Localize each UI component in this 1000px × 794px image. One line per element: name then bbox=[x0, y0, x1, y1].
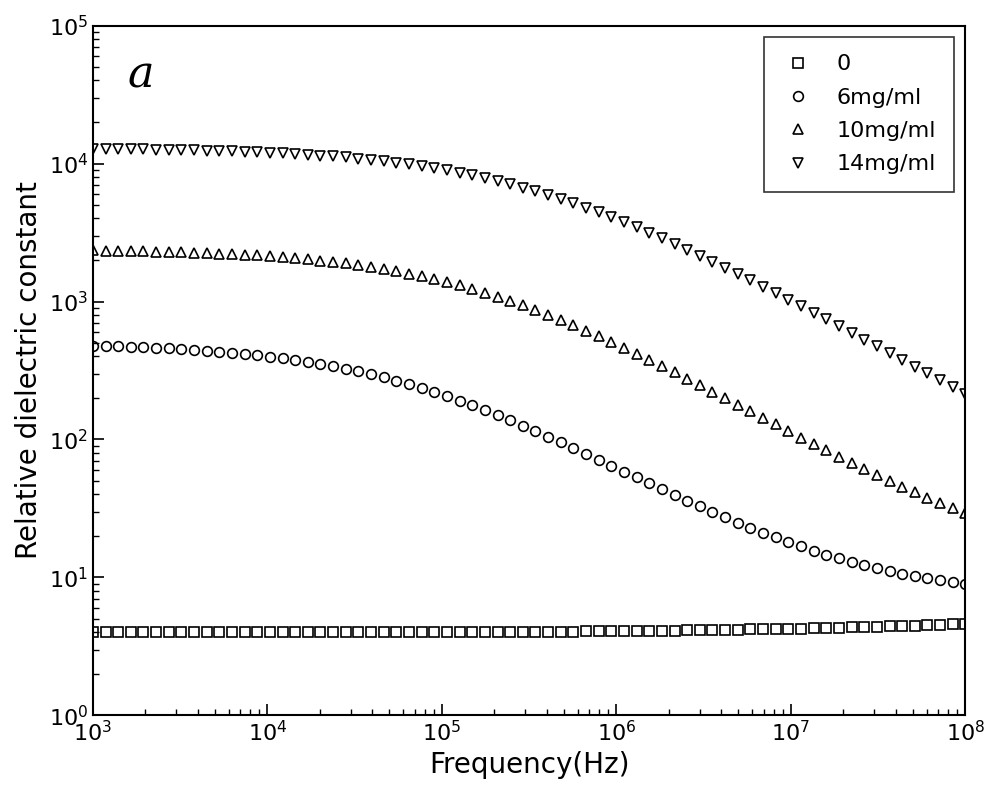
10mg/ml bbox=[959, 508, 971, 518]
0 bbox=[820, 623, 832, 633]
10mg/ml bbox=[314, 256, 326, 265]
14mg/ml bbox=[289, 149, 301, 159]
Text: a: a bbox=[128, 53, 154, 96]
6mg/ml bbox=[833, 553, 845, 563]
10mg/ml bbox=[352, 260, 364, 270]
0 bbox=[289, 627, 301, 637]
10mg/ml bbox=[289, 253, 301, 263]
0 bbox=[959, 619, 971, 629]
14mg/ml bbox=[352, 154, 364, 164]
0 bbox=[87, 627, 99, 637]
6mg/ml bbox=[87, 341, 99, 350]
10mg/ml bbox=[820, 445, 832, 455]
14mg/ml bbox=[314, 151, 326, 160]
14mg/ml bbox=[567, 198, 579, 208]
0 bbox=[314, 627, 326, 637]
14mg/ml bbox=[833, 322, 845, 331]
0 bbox=[567, 626, 579, 636]
0 bbox=[833, 623, 845, 633]
6mg/ml bbox=[314, 359, 326, 368]
Line: 0: 0 bbox=[88, 619, 970, 638]
6mg/ml bbox=[820, 549, 832, 559]
X-axis label: Frequency(Hz): Frequency(Hz) bbox=[429, 751, 629, 779]
14mg/ml bbox=[820, 314, 832, 324]
10mg/ml bbox=[833, 452, 845, 461]
0 bbox=[352, 627, 364, 637]
Legend: 0, 6mg/ml, 10mg/ml, 14mg/ml: 0, 6mg/ml, 10mg/ml, 14mg/ml bbox=[764, 37, 954, 192]
6mg/ml bbox=[959, 580, 971, 589]
Line: 14mg/ml: 14mg/ml bbox=[88, 144, 970, 399]
Line: 6mg/ml: 6mg/ml bbox=[88, 341, 970, 589]
14mg/ml bbox=[959, 389, 971, 399]
6mg/ml bbox=[352, 367, 364, 376]
Y-axis label: Relative dielectric constant: Relative dielectric constant bbox=[15, 182, 43, 560]
14mg/ml bbox=[87, 144, 99, 153]
10mg/ml bbox=[87, 245, 99, 255]
Line: 10mg/ml: 10mg/ml bbox=[88, 245, 970, 518]
10mg/ml bbox=[567, 321, 579, 330]
6mg/ml bbox=[567, 443, 579, 453]
6mg/ml bbox=[289, 355, 301, 364]
